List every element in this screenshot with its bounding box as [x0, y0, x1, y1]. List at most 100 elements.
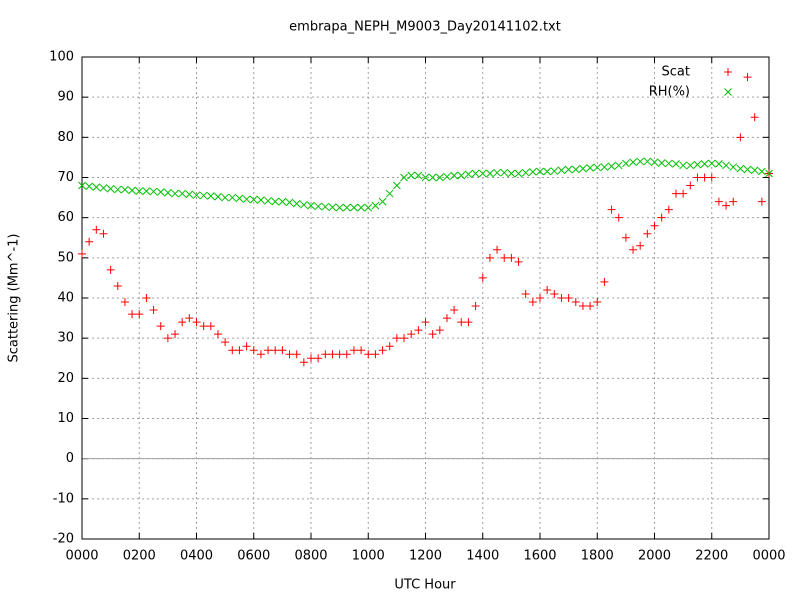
x-tick-label: 1200	[409, 549, 442, 564]
data-point	[371, 350, 380, 359]
data-point	[321, 202, 330, 211]
y-tick-label: 50	[57, 250, 74, 265]
data-point	[614, 213, 623, 222]
data-point	[414, 326, 423, 335]
data-point	[249, 195, 258, 204]
y-tick-label: 10	[57, 411, 74, 426]
data-point	[314, 202, 323, 211]
data-point	[464, 318, 473, 327]
data-point	[400, 334, 409, 343]
data-point	[428, 173, 437, 182]
data-point	[171, 189, 179, 198]
data-point	[485, 253, 494, 262]
y-tick-label: 60	[57, 210, 74, 225]
data-point	[765, 169, 773, 178]
legend-marker	[724, 88, 732, 96]
y-tick-label: 100	[49, 50, 74, 65]
data-point	[622, 159, 630, 168]
data-point	[257, 196, 265, 204]
data-point	[578, 302, 587, 311]
data-point	[342, 203, 351, 212]
data-point	[199, 191, 208, 200]
data-point	[392, 334, 401, 343]
data-point	[85, 237, 94, 246]
data-point	[185, 314, 194, 323]
data-point	[672, 159, 680, 168]
data-point	[292, 350, 301, 359]
data-point	[99, 229, 108, 238]
y-tick-label: 0	[66, 451, 74, 466]
data-point	[78, 181, 86, 190]
data-point	[321, 350, 330, 359]
data-point	[421, 318, 430, 327]
data-point	[528, 298, 537, 307]
data-point	[743, 165, 752, 174]
data-point	[142, 187, 151, 196]
x-tick-label: 1800	[581, 549, 614, 564]
data-point	[156, 188, 165, 196]
x-tick-label: 1400	[466, 549, 499, 564]
data-point	[113, 281, 122, 290]
data-point	[271, 197, 280, 206]
data-point	[221, 193, 229, 202]
data-point	[614, 161, 623, 170]
data-point	[206, 192, 215, 200]
data-point	[564, 294, 573, 302]
data-point	[371, 201, 380, 210]
data-point	[156, 322, 165, 331]
y-tick-label: -20	[53, 532, 74, 547]
data-point	[135, 187, 144, 196]
data-point	[228, 346, 237, 355]
data-point	[557, 294, 566, 302]
data-point	[729, 197, 738, 206]
data-point	[714, 197, 723, 206]
data-point	[378, 197, 387, 206]
x-tick-label: 0200	[123, 549, 156, 564]
y-tick-label: 30	[57, 331, 74, 346]
data-point	[178, 318, 187, 327]
data-point	[686, 181, 695, 190]
data-point	[85, 182, 94, 191]
data-point	[78, 249, 86, 258]
x-axis-label: UTC Hour	[394, 578, 456, 593]
data-point	[607, 205, 616, 214]
legend-label: RH(%)	[649, 85, 690, 100]
x-tick-label: 2000	[638, 549, 671, 564]
data-point	[450, 306, 459, 315]
data-point	[99, 184, 108, 192]
x-tick-label: 0400	[180, 549, 213, 564]
data-point	[507, 169, 516, 178]
data-point	[736, 164, 745, 173]
data-point	[335, 350, 344, 359]
data-point	[664, 205, 673, 214]
data-point	[228, 193, 237, 202]
data-point	[507, 253, 516, 262]
plot-frame	[81, 56, 770, 540]
data-point	[393, 181, 401, 190]
data-point	[450, 171, 458, 180]
data-point	[600, 163, 609, 171]
data-point	[643, 229, 652, 238]
data-point	[657, 159, 666, 167]
data-point	[750, 113, 759, 122]
data-point	[128, 186, 136, 195]
data-point	[700, 159, 709, 168]
data-point	[357, 346, 366, 355]
data-point	[307, 201, 315, 210]
data-point	[185, 190, 194, 199]
data-point	[729, 163, 738, 171]
data-point	[457, 171, 466, 180]
data-point	[636, 157, 645, 166]
data-point	[478, 169, 487, 178]
data-point	[700, 173, 709, 182]
data-point	[500, 253, 509, 262]
data-point	[421, 173, 430, 182]
data-point	[736, 133, 745, 142]
data-point	[171, 330, 180, 339]
data-point	[500, 168, 509, 177]
data-point	[757, 167, 766, 176]
data-point	[586, 302, 595, 311]
data-point	[106, 184, 115, 193]
data-point	[378, 346, 387, 355]
